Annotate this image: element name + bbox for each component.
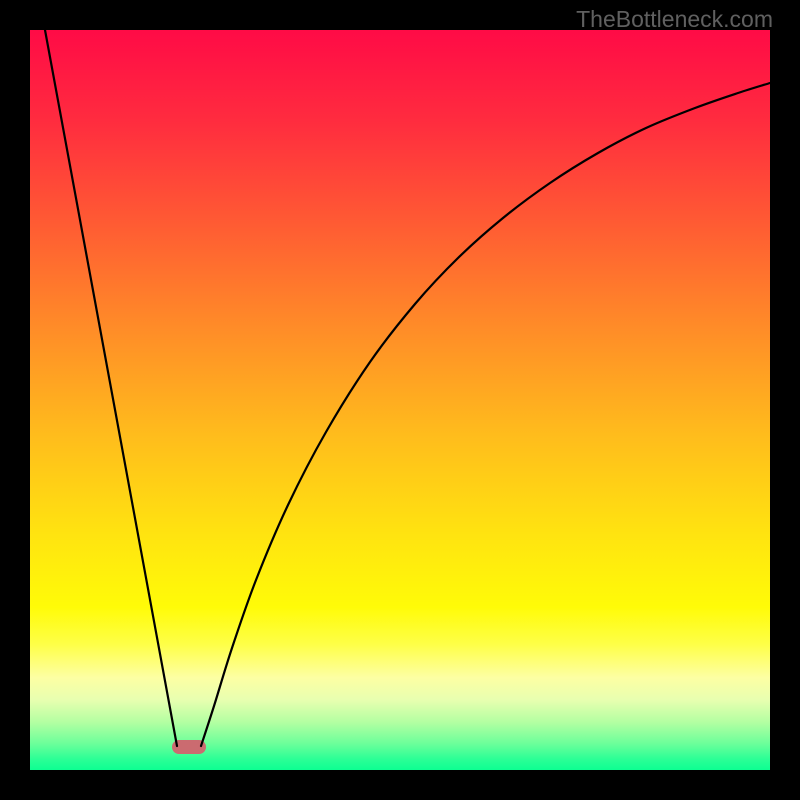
watermark-text: TheBottleneck.com (576, 6, 773, 33)
chart-container: TheBottleneck.com (0, 0, 800, 800)
gradient-background (30, 30, 770, 770)
